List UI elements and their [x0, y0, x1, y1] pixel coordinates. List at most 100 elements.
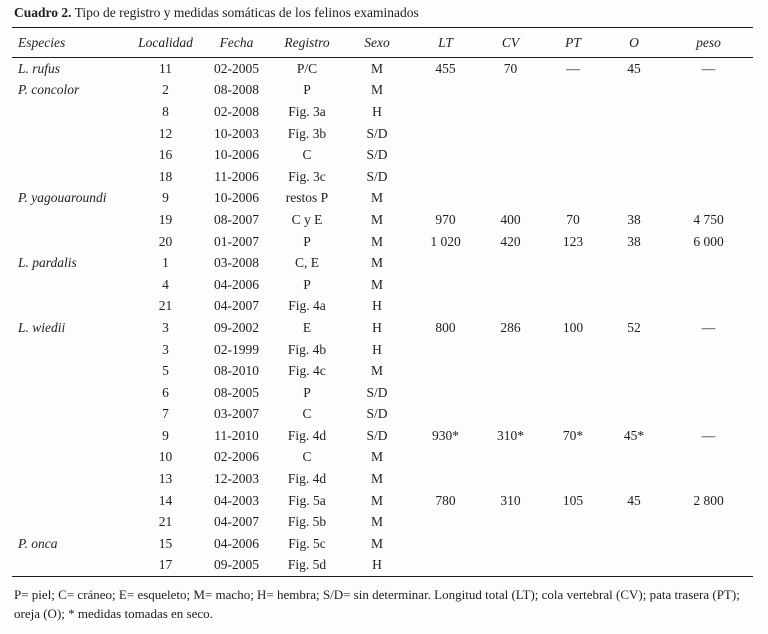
species-cell	[12, 101, 130, 123]
table-cell: P	[303, 276, 311, 292]
table-cell: M	[370, 471, 383, 487]
table-cell	[604, 166, 664, 188]
table-cell	[479, 447, 542, 469]
table-cell	[412, 382, 479, 404]
table-cell: M	[370, 82, 383, 98]
column-header-cv: CV	[479, 27, 542, 58]
species-cell: L. pardalis	[18, 255, 77, 271]
table-cell	[542, 123, 604, 145]
column-header-especies: Especies	[12, 27, 130, 58]
table-cell: S/D	[366, 384, 388, 400]
table-cell: 16	[158, 147, 173, 163]
table-cell: 15	[158, 535, 173, 551]
table-cell	[542, 101, 604, 123]
table-cell	[412, 360, 479, 382]
table-cell: Fig. 4a	[288, 298, 326, 314]
table-cell: —	[566, 60, 580, 76]
table-cell	[664, 382, 753, 404]
table-cell	[412, 101, 479, 123]
table-row: P. concolor 2 08-2008 P M	[12, 80, 753, 102]
table-cell: 04-2006	[214, 535, 259, 551]
table-cell	[412, 447, 479, 469]
table-cell: 4 750	[693, 211, 724, 227]
table-cell	[604, 511, 664, 533]
table-cell: 10-2003	[214, 125, 259, 141]
table-cell	[604, 533, 664, 555]
table-cell: 09-2005	[214, 557, 259, 573]
table-caption-text: Tipo de registro y medidas somáticas de …	[71, 5, 419, 20]
table-cell: C y E	[291, 211, 323, 227]
table-cell: 21	[158, 298, 173, 314]
table-cell	[479, 360, 542, 382]
table-cell: H	[372, 298, 382, 314]
table-row: 18 11-2006 Fig. 3c S/D	[12, 166, 753, 188]
table-cell	[412, 123, 479, 145]
table-cell: 01-2007	[214, 233, 259, 249]
table-cell	[664, 404, 753, 426]
table-cell: 18	[158, 168, 173, 184]
table-cell	[412, 511, 479, 533]
table-cell: 08-2010	[214, 363, 259, 379]
table-cell	[664, 339, 753, 361]
table-row: 6 08-2005 P S/D	[12, 382, 753, 404]
table-cell: 04-2006	[214, 276, 259, 292]
table-row: 7 03-2007 C S/D	[12, 404, 753, 426]
table-cell: 8	[162, 103, 169, 119]
table-cell: M	[370, 492, 383, 508]
table-cell	[604, 274, 664, 296]
table-cell	[542, 360, 604, 382]
table-cell: 11	[159, 60, 172, 76]
table-cell: Fig. 4c	[288, 363, 326, 379]
species-cell	[12, 209, 130, 231]
somatic-measures-table: Especies Localidad Fecha Registro Sexo LT CV PT…	[12, 27, 753, 578]
table-cell: 10-2006	[214, 190, 259, 206]
table-cell	[542, 382, 604, 404]
table-cell: 02-2008	[214, 103, 259, 119]
table-cell: 10	[158, 449, 173, 465]
species-cell: P. concolor	[18, 82, 80, 98]
table-cell	[479, 382, 542, 404]
table-cell	[604, 101, 664, 123]
species-cell: L. wiedii	[18, 319, 66, 335]
table-cell: 14	[158, 492, 173, 508]
table-cell: 9	[162, 427, 169, 443]
table-cell	[604, 339, 664, 361]
column-header-peso: peso	[664, 27, 753, 58]
table-cell	[479, 188, 542, 210]
table-cell: Fig. 5b	[287, 514, 327, 530]
table-row: 20 01-2007 P M 1 020 420 123 38 6 000	[12, 231, 753, 253]
species-cell: L. rufus	[18, 60, 61, 76]
table-cell	[604, 404, 664, 426]
table-cell: 12-2003	[214, 471, 259, 487]
table-cell	[604, 188, 664, 210]
table-cell: P	[303, 384, 311, 400]
table-cell: Fig. 5d	[287, 557, 327, 573]
table-cell	[664, 123, 753, 145]
column-header-o: O	[604, 27, 664, 58]
species-cell	[12, 144, 130, 166]
table-cell	[542, 144, 604, 166]
table-cell: restos P	[285, 190, 329, 206]
table-cell: 5	[162, 363, 169, 379]
table-cell	[664, 296, 753, 318]
table-cell	[604, 382, 664, 404]
table-cell: 45	[627, 492, 641, 508]
table-row: L. rufus 11 02-2005 P/C M 455 70 — 45 —	[12, 58, 753, 80]
table-cell: Fig. 4d	[287, 471, 327, 487]
table-cell: 21	[158, 514, 173, 530]
table-row: 8 02-2008 Fig. 3a H	[12, 101, 753, 123]
table-cell: M	[370, 255, 383, 271]
table-cell	[664, 468, 753, 490]
table-cell: P	[303, 82, 311, 98]
table-cell: 310	[500, 492, 521, 508]
table-cell: M	[370, 233, 383, 249]
species-cell	[12, 468, 130, 490]
table-cell: 420	[500, 233, 521, 249]
table-cell: H	[372, 341, 382, 357]
table-cell: 7	[162, 406, 169, 422]
table-cell	[664, 274, 753, 296]
table-cell	[412, 80, 479, 102]
table-cell: 17	[158, 557, 173, 573]
table-cell: 6	[162, 384, 169, 400]
